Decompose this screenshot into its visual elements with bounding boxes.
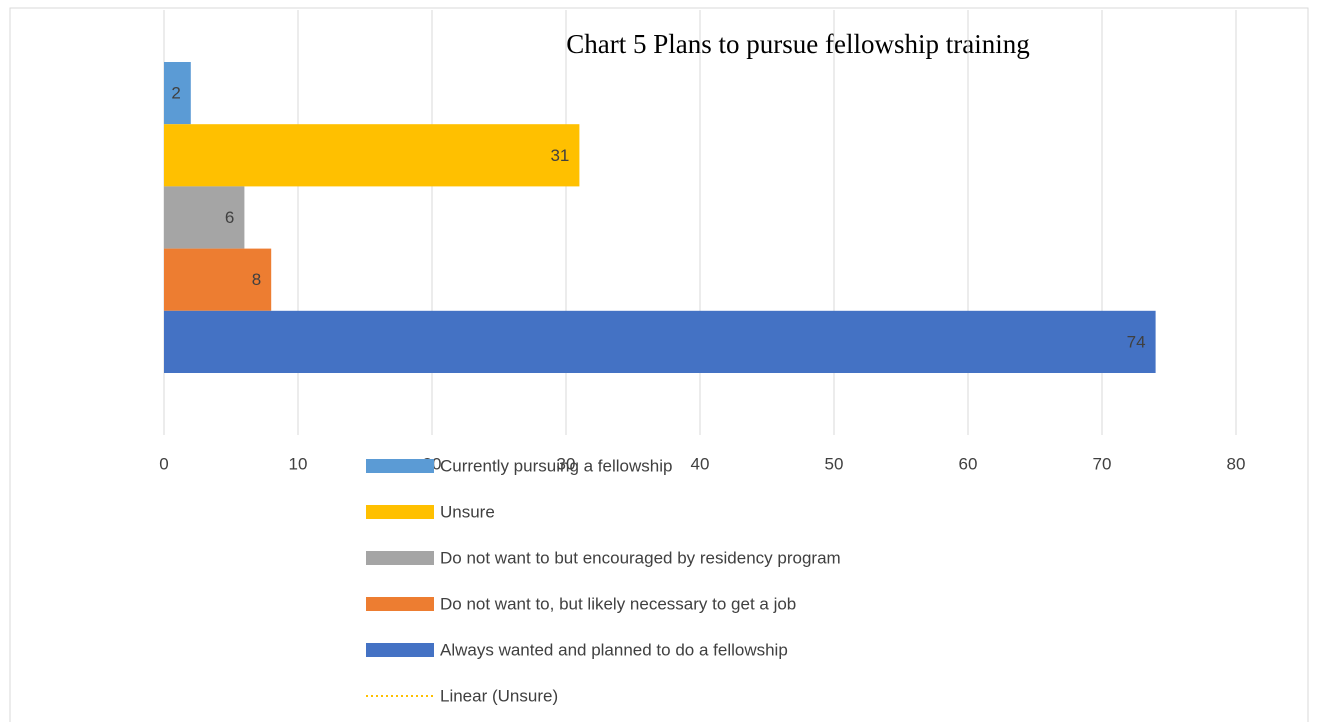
data-label: 8 xyxy=(252,270,261,289)
x-tick-label: 10 xyxy=(289,454,308,473)
legend-label: Linear (Unsure) xyxy=(440,686,558,705)
legend-label: Do not want to but encouraged by residen… xyxy=(440,548,841,567)
data-label: 2 xyxy=(171,84,180,103)
x-tick-label: 80 xyxy=(1227,454,1246,473)
legend-swatch xyxy=(366,551,434,565)
bar xyxy=(164,124,580,187)
x-tick-label: 70 xyxy=(1093,454,1112,473)
chart-title: Chart 5 Plans to pursue fellowship train… xyxy=(566,29,1029,59)
legend-label: Unsure xyxy=(440,502,495,521)
data-label: 6 xyxy=(225,208,234,227)
legend-label: Currently pursuing a fellowship xyxy=(440,456,672,475)
x-tick-label: 60 xyxy=(959,454,978,473)
x-tick-label: 50 xyxy=(825,454,844,473)
bar xyxy=(164,186,245,249)
x-tick-label: 0 xyxy=(159,454,168,473)
data-label: 74 xyxy=(1127,332,1146,351)
legend-swatch xyxy=(366,597,434,611)
bar xyxy=(164,310,1156,373)
legend-label: Always wanted and planned to do a fellow… xyxy=(440,640,788,659)
legend-swatch xyxy=(366,505,434,519)
x-tick-label: 30 xyxy=(557,454,576,473)
x-tick-label: 40 xyxy=(691,454,710,473)
bar xyxy=(164,62,191,125)
legend-swatch xyxy=(366,459,434,473)
legend-swatch xyxy=(366,643,434,657)
bar xyxy=(164,248,272,311)
data-label: 31 xyxy=(550,146,569,165)
legend-label: Do not want to, but likely necessary to … xyxy=(440,594,796,613)
